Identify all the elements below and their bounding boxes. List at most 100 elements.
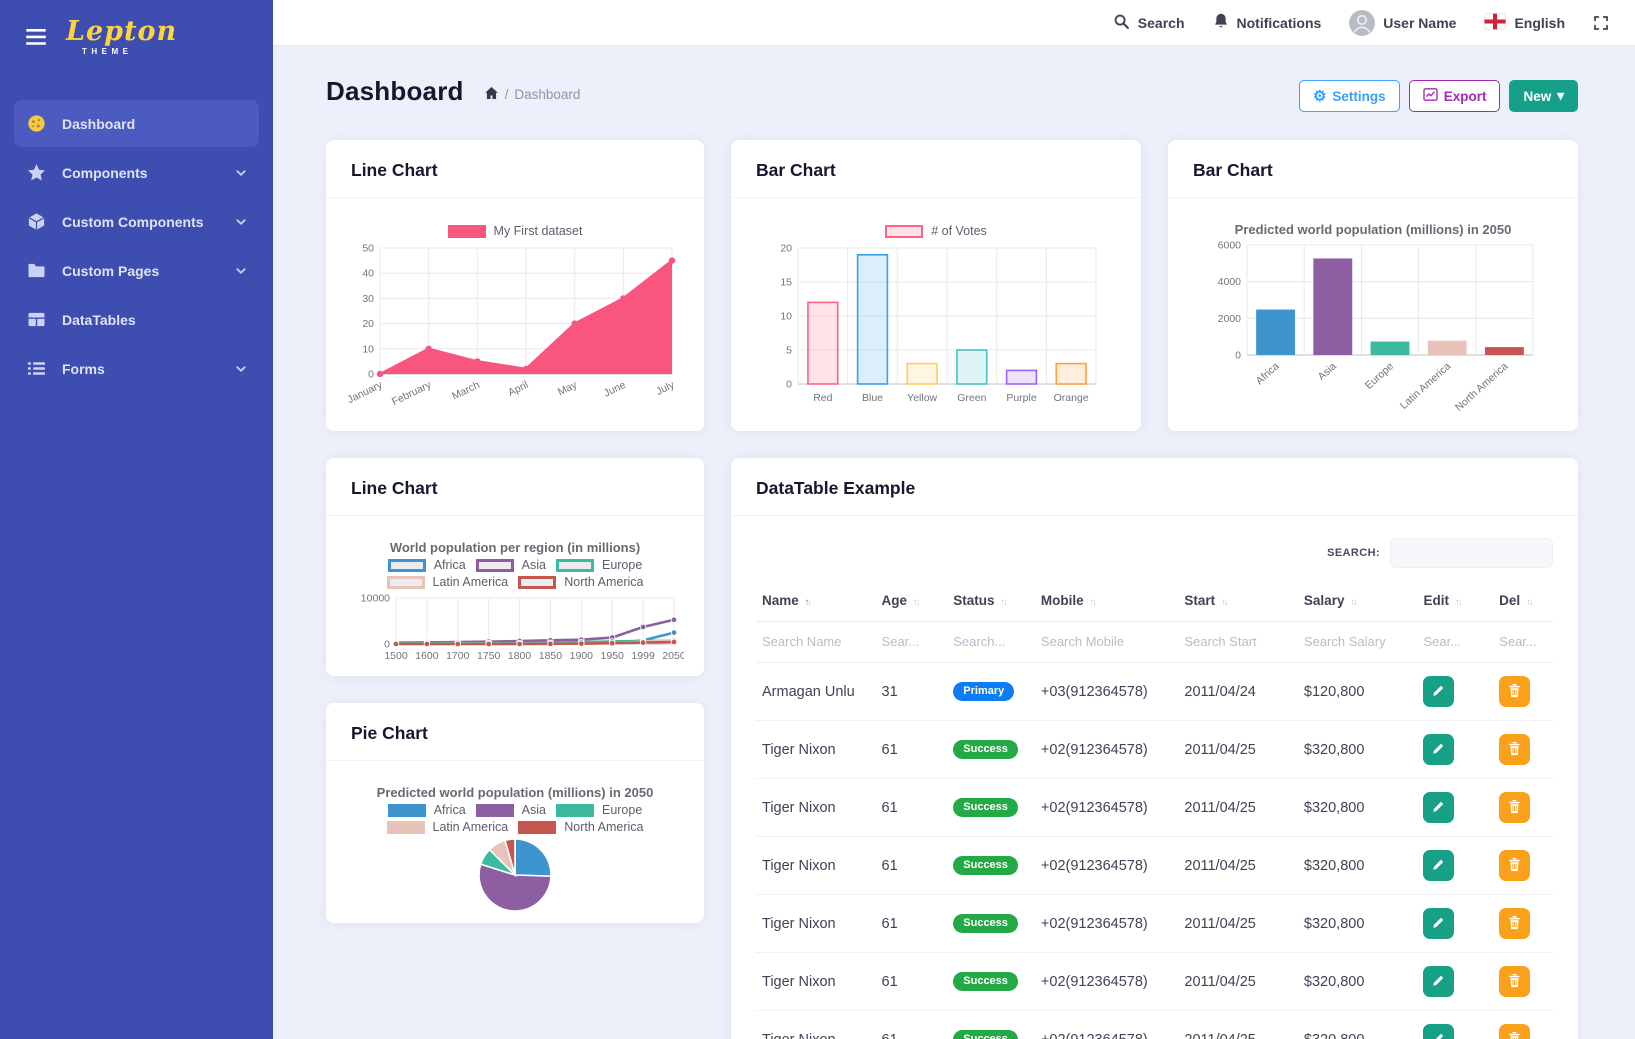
bar-chart-votes: # of Votes 0 5 10 15 20 Red Blue Yellow Green Purp… (731, 198, 1141, 428)
bar-chart-population: Predicted world population (millions) in… (1168, 198, 1578, 431)
pie-chart-population: Predicted world population (millions) in… (326, 761, 704, 923)
svg-text:4000: 4000 (1218, 276, 1242, 288)
sidebar-item-label: Dashboard (62, 115, 136, 132)
svg-text:0: 0 (786, 379, 792, 391)
delete-button[interactable] (1499, 676, 1531, 707)
svg-text:Purple: Purple (1006, 392, 1037, 404)
svg-text:30: 30 (362, 293, 374, 305)
filter-input-salary[interactable] (1303, 634, 1407, 649)
delete-button[interactable] (1499, 792, 1531, 823)
table-search-input[interactable] (1390, 538, 1553, 568)
svg-text:10: 10 (362, 343, 374, 355)
sidebar-item-label: Components (62, 164, 148, 181)
sidebar-item-components[interactable]: Components (14, 149, 259, 196)
card-bar-chart-2: Bar Chart Predicted world population (mi… (1168, 140, 1578, 431)
column-header-name[interactable]: Name ↑↓ (756, 580, 876, 622)
edit-button[interactable] (1423, 908, 1455, 939)
topbar-search[interactable]: Search (1113, 13, 1185, 33)
topbar-user[interactable]: User Name (1349, 9, 1457, 36)
cell-name: Tiger Nixon (756, 952, 876, 1011)
column-header-edit[interactable]: Edit ↑↓ (1417, 580, 1494, 622)
topbar-notifications[interactable]: Notifications (1213, 12, 1321, 33)
cell-start: 2011/04/25 (1178, 720, 1298, 779)
edit-button[interactable] (1423, 734, 1455, 765)
cell-age: 61 (875, 952, 948, 1011)
chevron-down-icon (235, 363, 247, 375)
delete-button[interactable] (1499, 734, 1531, 765)
pencil-icon (1432, 799, 1446, 816)
export-label: Export (1443, 88, 1487, 104)
trash-icon (1508, 683, 1521, 701)
page-head: Dashboard / Dashboard ⚙ Settings Export (326, 76, 1578, 112)
pencil-icon (1432, 1031, 1446, 1039)
export-button[interactable]: Export (1408, 80, 1501, 112)
sidebar-item-custom-components[interactable]: Custom Components (14, 198, 259, 245)
chart-title: Predicted world population (millions) in… (1234, 222, 1512, 237)
cell-name: Tiger Nixon (756, 778, 876, 837)
column-header-mobile[interactable]: Mobile ↑↓ (1034, 580, 1179, 622)
cell-status: Success (947, 720, 1035, 779)
cell-mobile: +03(912364578) (1034, 662, 1179, 721)
delete-button[interactable] (1499, 850, 1531, 881)
edit-button[interactable] (1423, 850, 1455, 881)
filter-input-age[interactable] (881, 634, 939, 649)
cell-mobile: +02(912364578) (1034, 836, 1179, 895)
legend-item: Asia (475, 803, 546, 817)
card-pie-chart: Pie Chart Predicted world population (mi… (326, 703, 704, 923)
dashboard-icon (26, 114, 46, 133)
edit-button[interactable] (1423, 792, 1455, 823)
sort-icons: ↑↓ (1000, 597, 1008, 608)
cell-age: 61 (875, 720, 948, 779)
sidebar-item-datatables[interactable]: DataTables (14, 296, 259, 343)
sidebar-item-dashboard[interactable]: Dashboard (14, 100, 259, 147)
folder-icon (26, 262, 46, 279)
table-icon (26, 311, 46, 328)
sidebar-item-custom-pages[interactable]: Custom Pages (14, 247, 259, 294)
filter-input-del[interactable] (1499, 634, 1545, 649)
delete-button[interactable] (1499, 908, 1531, 939)
search-label: Search (1137, 14, 1185, 31)
delete-button[interactable] (1499, 966, 1531, 997)
edit-button[interactable] (1423, 1024, 1455, 1039)
svg-text:10000: 10000 (361, 593, 390, 605)
cell-mobile: +02(912364578) (1034, 952, 1179, 1011)
svg-text:1900: 1900 (570, 650, 594, 662)
legend-item: Europe (555, 803, 642, 817)
filter-input-name[interactable] (762, 634, 865, 649)
column-header-salary[interactable]: Salary ↑↓ (1297, 580, 1418, 622)
cell-name: Tiger Nixon (756, 720, 876, 779)
svg-text:Red: Red (813, 392, 832, 404)
svg-text:1950: 1950 (601, 650, 625, 662)
card-datatable: DataTable Example SEARCH: Name ↑↓ Age ↑↓ Sta… (731, 458, 1578, 1039)
home-icon[interactable] (484, 86, 499, 103)
hamburger-menu-icon[interactable] (26, 28, 46, 46)
sort-icons: ↑↓ (804, 597, 812, 608)
settings-button[interactable]: ⚙ Settings (1298, 80, 1400, 112)
cell-salary: $120,800 (1297, 662, 1418, 721)
chart-title: Predicted world population (millions) in… (376, 785, 654, 800)
column-header-del[interactable]: Del ↑↓ (1493, 580, 1553, 622)
sidebar-item-forms[interactable]: Forms (14, 345, 259, 392)
cell-status: Success (947, 778, 1035, 837)
filter-input-status[interactable] (953, 634, 1026, 649)
svg-text:50: 50 (362, 243, 374, 255)
filter-input-start[interactable] (1184, 634, 1287, 649)
filter-input-mobile[interactable] (1040, 634, 1166, 649)
legend-item: Africa (387, 558, 466, 572)
column-header-status[interactable]: Status ↑↓ (947, 580, 1035, 622)
topbar-language[interactable]: English (1484, 12, 1565, 33)
fullscreen-icon[interactable] (1593, 15, 1609, 31)
bar-chart-svg: 0 2000 4000 6000 Africa Asia Europe Latin Ameri… (1218, 240, 1534, 414)
filter-input-edit[interactable] (1423, 634, 1484, 649)
column-header-age[interactable]: Age ↑↓ (875, 580, 948, 622)
delete-button[interactable] (1499, 1024, 1531, 1039)
user-name-label: User Name (1383, 14, 1457, 31)
cell-status: Primary (947, 662, 1035, 721)
app-logo[interactable]: Lepton THEME (66, 18, 177, 56)
new-button[interactable]: New ▾ (1509, 80, 1578, 112)
edit-button[interactable] (1423, 676, 1455, 707)
status-badge: Success (953, 798, 1018, 817)
column-header-start[interactable]: Start ↑↓ (1178, 580, 1298, 622)
edit-button[interactable] (1423, 966, 1455, 997)
